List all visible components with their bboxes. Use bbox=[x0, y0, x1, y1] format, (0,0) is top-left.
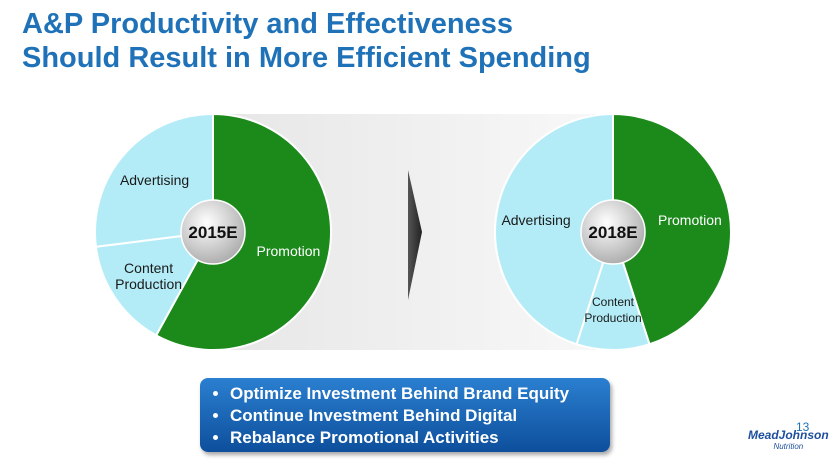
slice-label: Content Production bbox=[115, 259, 183, 292]
arrow bbox=[408, 170, 422, 300]
logo-text: MeadJohnson bbox=[748, 428, 829, 442]
bullet: Optimize Investment Behind Brand Equity bbox=[230, 383, 610, 405]
pie-slice bbox=[94, 112, 214, 248]
page-number: 13 bbox=[796, 420, 810, 434]
logo: MeadJohnson Nutrition bbox=[748, 428, 829, 452]
title-line: A&P Productivity and Effectiveness bbox=[22, 8, 514, 40]
pie-slice bbox=[612, 112, 732, 346]
logo-text: Nutrition bbox=[773, 442, 804, 451]
bullet: Continue Investment Behind Digital bbox=[230, 405, 610, 427]
slice-label: Advertising bbox=[501, 211, 571, 228]
pie-title: 2015E bbox=[188, 223, 237, 242]
pie-slice bbox=[94, 230, 215, 337]
pie-title: 2018E bbox=[588, 223, 637, 242]
pie-slice bbox=[575, 228, 651, 351]
slice-label: Advertising bbox=[119, 172, 190, 189]
bullet-box: Optimize Investment Behind Brand Equity … bbox=[200, 378, 610, 452]
pie-slice bbox=[494, 112, 614, 346]
title-line: Should Result in More Efficient Spending bbox=[22, 42, 591, 74]
bullet: Rebalance Promotional Activities bbox=[230, 427, 610, 449]
pie-hub bbox=[580, 199, 646, 265]
slice-label: Content Production bbox=[584, 294, 642, 325]
slice-label: Promotion bbox=[256, 243, 321, 260]
slice-label: Promotion bbox=[658, 211, 722, 228]
pie-hub bbox=[180, 199, 246, 265]
